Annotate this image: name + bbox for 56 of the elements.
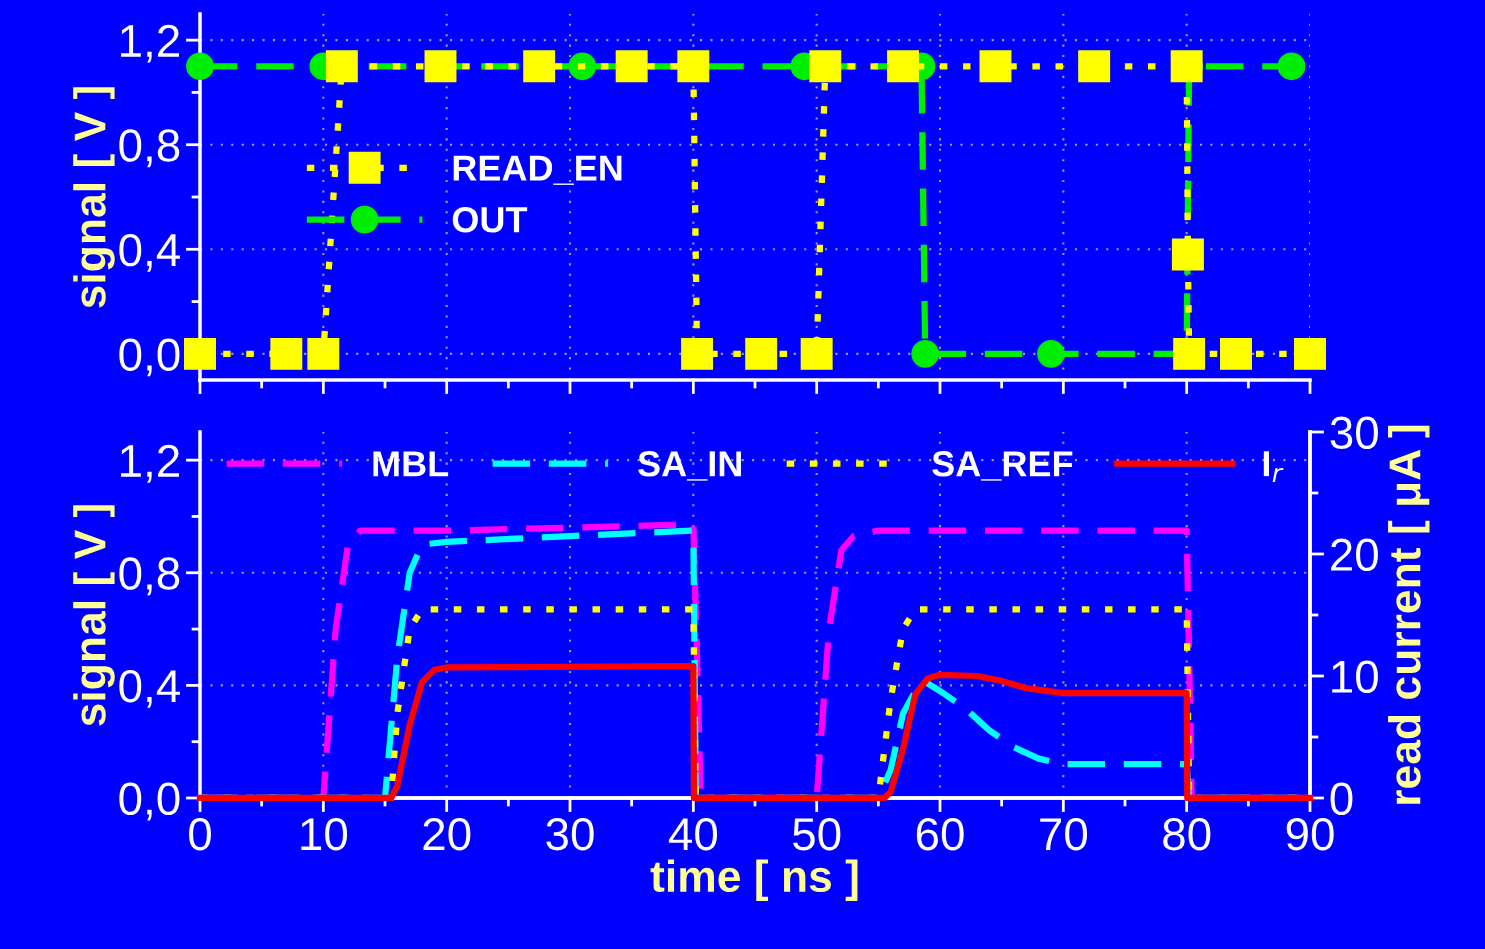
point (1277, 52, 1306, 81)
x-axis-title: time [ ns ] (650, 859, 858, 901)
x-tick-label: 10 (301, 817, 348, 851)
x-tick-label: 50 (793, 817, 841, 851)
y-axis-title: signal [ V ] (73, 505, 115, 726)
y-tick-label: 0,8 (119, 129, 180, 168)
legend-label: I$_{r}$ (1263, 451, 1284, 483)
point (809, 50, 842, 83)
point (887, 50, 919, 83)
y2-tick-label: 30 (1330, 416, 1378, 450)
point (1173, 337, 1206, 370)
point (1170, 50, 1203, 83)
x-tick-label: 90 (1286, 817, 1334, 851)
point (186, 52, 214, 81)
legend-label: READ_EN (453, 155, 622, 185)
point (523, 50, 556, 83)
point (615, 50, 648, 83)
y-tick-label: 0,0 (119, 782, 180, 821)
y-tick-label: 0,0 (119, 338, 180, 377)
legend-label: SA_IN (638, 451, 741, 481)
point (325, 50, 358, 83)
y-tick-label: 0,8 (119, 557, 180, 596)
y2-tick-label: 0 (1330, 782, 1353, 816)
point (1037, 339, 1065, 368)
x-tick-label: 30 (546, 817, 594, 851)
x-tick-label: 0 (189, 817, 211, 851)
point (911, 339, 940, 368)
point (568, 52, 597, 81)
y-axis-title: signal [ V ] (73, 87, 115, 308)
y2-tick-label: 20 (1331, 538, 1378, 572)
point (307, 337, 340, 370)
point (681, 337, 714, 370)
point (800, 337, 833, 370)
legend-label: MBL (373, 451, 449, 477)
point (424, 50, 457, 83)
y2-tick-label: 10 (1332, 660, 1378, 694)
y-tick-label: 0,4 (119, 669, 180, 708)
x-tick-label: 40 (668, 817, 718, 851)
legend-label: SA_REF (932, 451, 1073, 481)
y-tick-label: 1,2 (121, 24, 179, 63)
point (1171, 238, 1204, 271)
y-tick-label: 1,2 (121, 444, 179, 483)
point (979, 50, 1012, 83)
point (270, 337, 303, 370)
y2-axis-title: read current [ μA ] (1388, 425, 1430, 804)
y-tick-label: 0,4 (119, 233, 180, 272)
x-tick-label: 70 (1040, 817, 1088, 851)
point (1294, 337, 1326, 370)
x-tick-label: 60 (916, 817, 964, 851)
legend-label: OUT (452, 206, 528, 233)
x-tick-label: 80 (1163, 817, 1211, 851)
point (1220, 337, 1252, 370)
point (1078, 50, 1111, 83)
point (745, 337, 778, 370)
x-tick-label: 20 (423, 817, 471, 851)
point (184, 337, 216, 370)
